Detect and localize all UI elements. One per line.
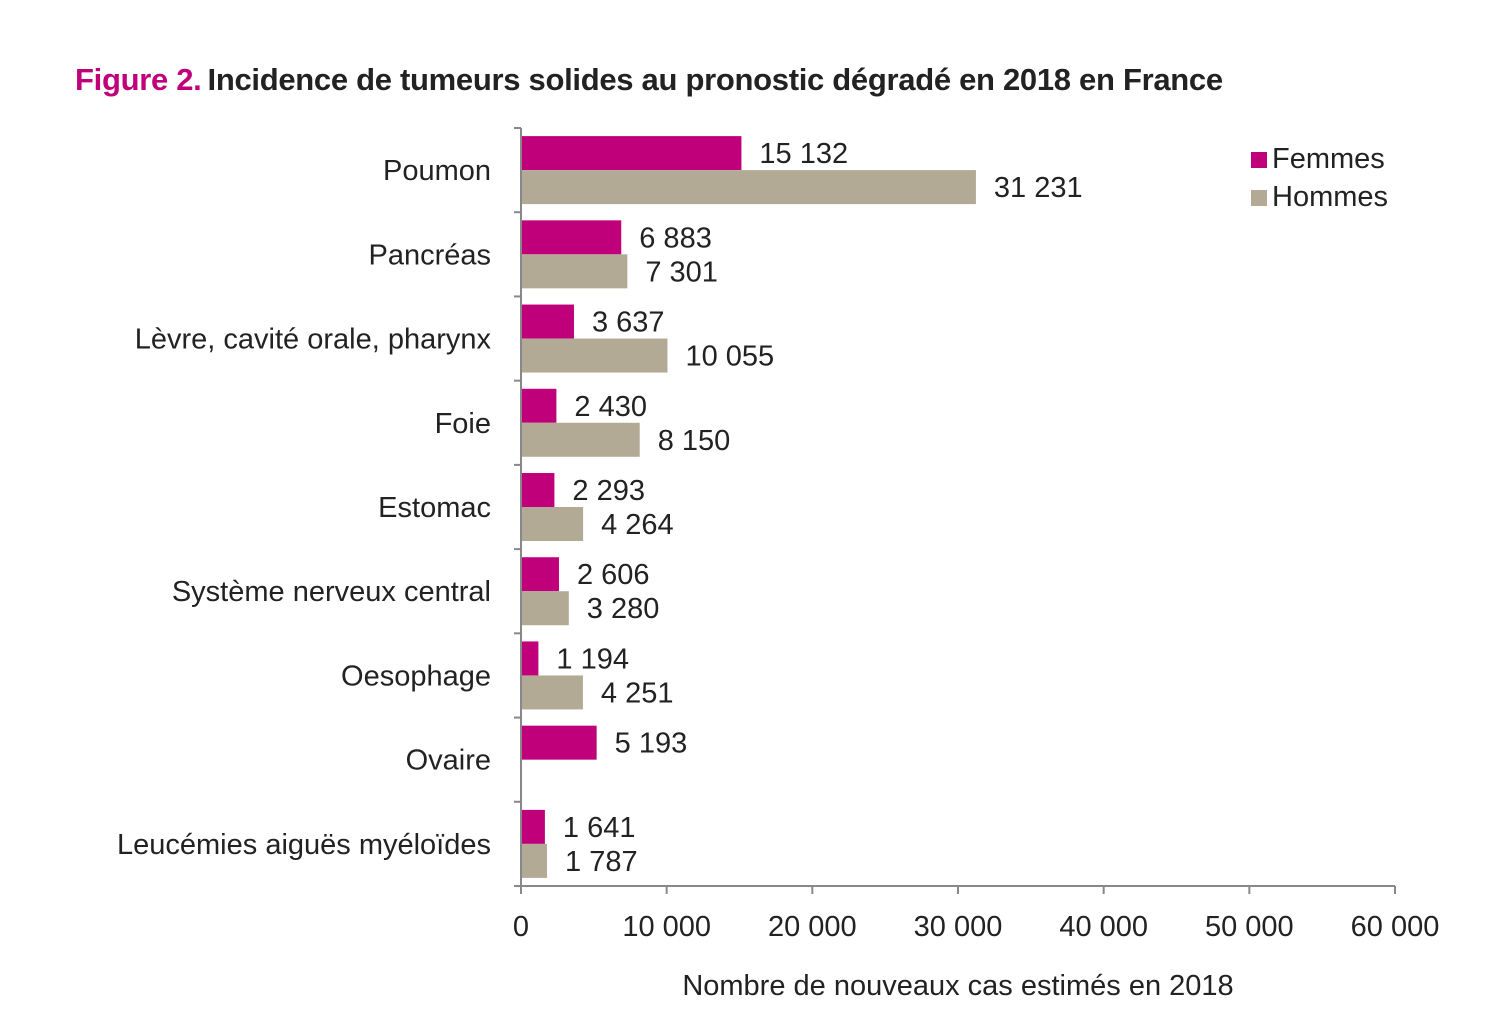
data-label: 4 251 bbox=[601, 677, 674, 709]
category-label: Foie bbox=[435, 408, 491, 440]
data-label: 6 883 bbox=[639, 222, 712, 254]
category-label: Ovaire bbox=[406, 745, 491, 777]
bar-hommes bbox=[521, 843, 548, 878]
bar-femmes bbox=[521, 388, 557, 423]
chart-title: Figure 2. Incidence de tumeurs solides au… bbox=[75, 62, 1223, 98]
legend-label: Hommes bbox=[1272, 181, 1388, 213]
figure-number: Figure 2. bbox=[75, 62, 202, 97]
bar-femmes bbox=[521, 136, 742, 171]
bar-hommes bbox=[521, 591, 569, 626]
category-label: Pancréas bbox=[368, 239, 491, 271]
bar-femmes bbox=[521, 557, 559, 592]
data-label: 8 150 bbox=[658, 425, 731, 457]
bar-hommes bbox=[521, 422, 640, 457]
chart-title-text: Incidence de tumeurs solides au pronosti… bbox=[207, 62, 1224, 97]
bar-femmes bbox=[521, 641, 539, 676]
category-label: Oesophage bbox=[341, 660, 491, 692]
bar-femmes bbox=[521, 473, 555, 507]
x-tick-label: 10 000 bbox=[622, 911, 711, 943]
data-label: 10 055 bbox=[685, 341, 774, 373]
category-label: Système nerveux central bbox=[172, 576, 491, 608]
data-label: 31 231 bbox=[994, 172, 1083, 204]
x-tick-label: 20 000 bbox=[768, 911, 857, 943]
x-tick-label: 60 000 bbox=[1351, 911, 1440, 943]
data-label: 15 132 bbox=[759, 138, 848, 170]
category-label: Poumon bbox=[383, 155, 491, 187]
data-label: 1 641 bbox=[563, 812, 636, 844]
bar-femmes bbox=[521, 809, 545, 844]
x-tick-label: 0 bbox=[513, 911, 529, 943]
data-label: 5 193 bbox=[615, 728, 688, 760]
x-axis-title: Nombre de nouveaux cas estimés en 2018 bbox=[682, 970, 1233, 1002]
bar-hommes bbox=[521, 338, 668, 373]
bar-femmes bbox=[521, 220, 622, 255]
legend: Femmes Hommes bbox=[1251, 143, 1388, 213]
data-label: 4 264 bbox=[601, 509, 674, 541]
bar-femmes bbox=[521, 725, 597, 760]
data-label: 2 430 bbox=[574, 391, 647, 423]
bar-hommes bbox=[521, 254, 628, 289]
category-label: Lèvre, cavité orale, pharynx bbox=[135, 324, 492, 356]
data-label: 3 280 bbox=[587, 593, 660, 625]
bar-hommes bbox=[521, 507, 584, 541]
category-label: Estomac bbox=[378, 492, 491, 524]
data-label: 2 293 bbox=[572, 475, 645, 507]
x-tick-label: 50 000 bbox=[1205, 911, 1294, 943]
data-label: 2 606 bbox=[577, 559, 650, 591]
x-tick-label: 30 000 bbox=[914, 911, 1003, 943]
legend-label: Femmes bbox=[1272, 143, 1385, 175]
bar-hommes bbox=[521, 675, 583, 710]
bar-hommes bbox=[521, 170, 976, 205]
data-label: 1 194 bbox=[556, 643, 629, 675]
bar-femmes bbox=[521, 304, 574, 339]
data-label: 3 637 bbox=[592, 307, 665, 339]
data-label: 7 301 bbox=[645, 256, 718, 288]
legend-swatch-hommes bbox=[1251, 190, 1267, 206]
x-tick-label: 40 000 bbox=[1059, 911, 1148, 943]
legend-swatch-femmes bbox=[1251, 152, 1267, 168]
data-label: 1 787 bbox=[565, 846, 638, 878]
axes-group: Poumon Pancréas Lèvre, cavité orale, phary… bbox=[117, 127, 1440, 1002]
category-label: Leucémies aiguës myéloïdes bbox=[117, 829, 491, 861]
